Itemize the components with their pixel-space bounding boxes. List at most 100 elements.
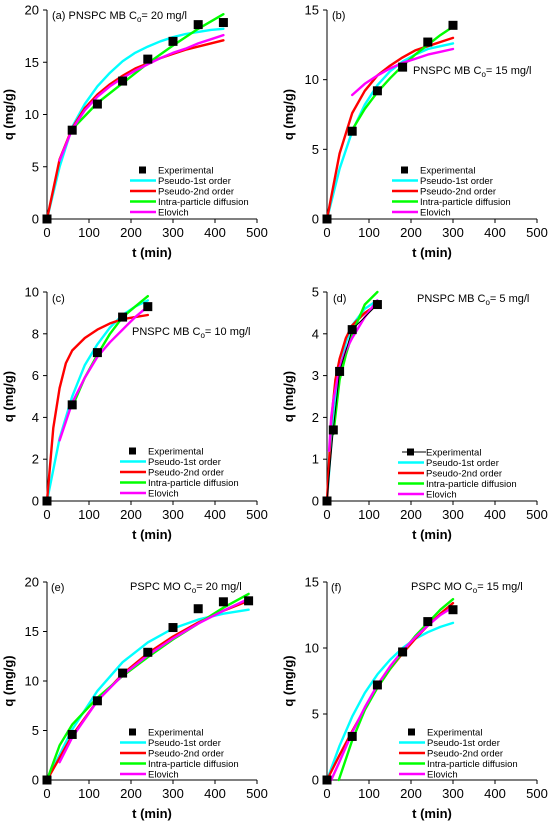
x-tick-label: 200: [400, 786, 422, 801]
series-line-intra-particle-diffusion: [70, 295, 150, 409]
legend-label: Experimental: [420, 166, 475, 177]
x-tick-label: 500: [246, 225, 268, 240]
experimental-point: [448, 605, 458, 615]
y-axis-title: q (mg/g): [1, 371, 16, 422]
y-tick-label: 15: [305, 575, 319, 590]
legend-label: Experimental: [148, 447, 203, 458]
legend-label: Pseudo-1st order: [158, 176, 231, 187]
x-tick-label: 500: [526, 507, 548, 522]
x-tick-label: 200: [120, 507, 142, 522]
x-tick-label: 100: [358, 507, 380, 522]
experimental-point: [322, 496, 332, 506]
experimental-point: [372, 300, 382, 310]
experimental-point: [244, 596, 254, 606]
y-tick-label: 2: [32, 452, 39, 467]
y-tick-label: 20: [25, 575, 39, 590]
panel-label: (e): [51, 582, 64, 594]
panel-annotation: PSPC MO Co= 20 mg/l: [130, 581, 242, 595]
legend-label: Intra-particle diffusion: [148, 759, 239, 770]
y-tick-label: 0: [312, 494, 319, 509]
x-tick-label: 400: [204, 507, 226, 522]
experimental-point: [118, 76, 128, 86]
y-tick-label: 5: [32, 723, 39, 738]
legend-label: Experimental: [158, 166, 213, 177]
experimental-point: [328, 425, 338, 435]
experimental-point: [67, 729, 77, 739]
x-tick-label: 200: [120, 786, 142, 801]
series-line-pseudo-1st-order: [325, 42, 455, 221]
legend-label: Pseudo-1st order: [148, 457, 221, 468]
chart-panel-d: 0 100 200 300 400 500 0 1 2 3 4 5 t (min) q (mg/g) (d)…: [281, 285, 548, 543]
x-tick-label: 0: [43, 786, 50, 801]
panel-annotation: PNSPC MB Co= 10 mg/l: [132, 326, 250, 340]
chart-panel-f: 0 100 200 300 400 500 0 5 10 15 t (min) q (mg/g) (f)…: [281, 575, 548, 822]
panel-annotation: PSPC MO Co= 15 mg/l: [411, 581, 523, 595]
x-tick-label: 200: [400, 507, 422, 522]
series-line-elovich: [58, 33, 225, 162]
y-tick-label: 6: [32, 368, 39, 383]
x-tick-label: 300: [162, 225, 184, 240]
legend-label: Pseudo-1st order: [426, 458, 499, 469]
x-axis-title: t (min): [132, 527, 172, 542]
panel-label: (a) PNSPC MB Co= 20 mg/l: [52, 10, 187, 24]
x-axis-title: t (min): [132, 245, 172, 260]
experimental-point: [423, 37, 433, 47]
y-tick-label: 5: [32, 159, 39, 174]
legend-label: Elovich: [148, 489, 179, 500]
experimental-point: [143, 54, 153, 64]
experimental-point: [372, 86, 382, 96]
legend-label: Elovich: [427, 770, 458, 781]
x-axis-title: t (min): [412, 527, 452, 542]
x-tick-label: 0: [323, 786, 330, 801]
legend-label: Experimental: [427, 728, 482, 739]
x-tick-label: 300: [162, 786, 184, 801]
y-axis-title: q (mg/g): [281, 655, 296, 706]
experimental-point: [398, 62, 408, 72]
legend-label: Pseudo-1st order: [427, 738, 500, 749]
legend-label: Experimental: [148, 728, 203, 739]
x-tick-label: 0: [43, 507, 50, 522]
legend-label: Elovich: [426, 490, 457, 501]
y-tick-label: 15: [25, 624, 39, 639]
legend-swatch-marker: [139, 166, 146, 174]
x-tick-label: 0: [323, 507, 330, 522]
y-tick-label: 4: [312, 326, 319, 341]
legend-label: Intra-particle diffusion: [427, 759, 518, 770]
experimental-point: [218, 18, 228, 28]
legend-swatch-marker: [401, 166, 408, 174]
experimental-point: [347, 126, 357, 136]
chart-panel-a: 0 100 200 300 400 500 0 5 10 15 20 t (min) q (mg/g) (…: [1, 3, 268, 261]
y-axis-title: q (mg/g): [281, 89, 296, 140]
legend-label: Intra-particle diffusion: [420, 197, 511, 208]
legend-label: Pseudo-2nd order: [158, 187, 234, 198]
x-tick-label: 400: [484, 507, 506, 522]
x-tick-label: 300: [442, 786, 464, 801]
x-tick-label: 300: [162, 507, 184, 522]
y-tick-label: 4: [32, 410, 39, 425]
experimental-point: [42, 775, 52, 785]
y-tick-label: 10: [305, 72, 319, 87]
x-tick-label: 100: [78, 507, 100, 522]
x-tick-label: 400: [484, 225, 506, 240]
x-tick-label: 400: [204, 786, 226, 801]
y-tick-label: 20: [25, 3, 39, 18]
panel-annotation: PNSPC MB Co= 15 mg/l: [413, 65, 531, 79]
series-line-pseudo-1st-order: [325, 621, 455, 782]
legend-label: Pseudo-2nd order: [427, 749, 503, 760]
experimental-point: [193, 20, 203, 30]
legend-label: Pseudo-1st order: [420, 176, 493, 187]
y-tick-label: 8: [32, 326, 39, 341]
y-tick-label: 10: [305, 641, 319, 656]
x-tick-label: 100: [78, 225, 100, 240]
x-tick-label: 300: [442, 225, 464, 240]
experimental-point: [143, 647, 153, 657]
x-tick-label: 100: [358, 225, 380, 240]
legend-label: Experimental: [426, 448, 481, 459]
y-tick-label: 15: [25, 55, 39, 70]
